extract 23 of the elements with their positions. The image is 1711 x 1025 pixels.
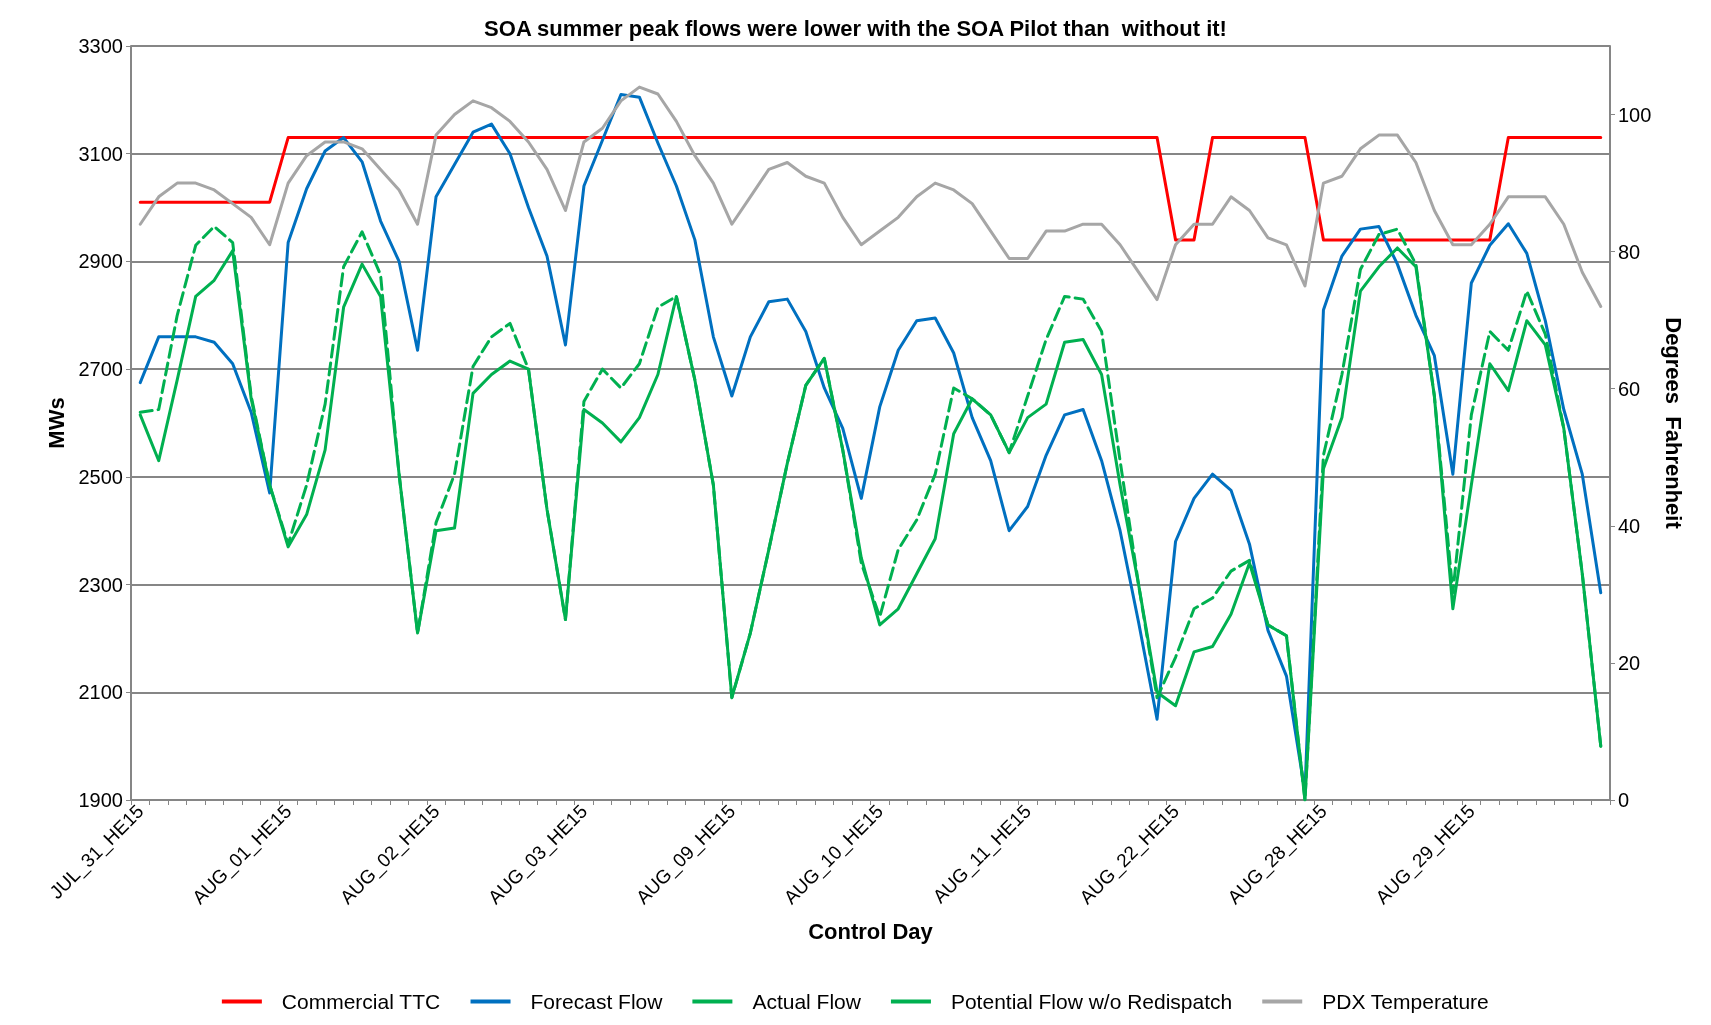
y-axis-title: MWs (44, 397, 70, 449)
y2-tick-label: 0 (1618, 789, 1630, 811)
y-tick-label: 2500 (78, 465, 123, 488)
legend-label: PDX Temperature (1322, 990, 1489, 1013)
y2-tick-label: 20 (1618, 651, 1641, 674)
line-series (138, 85, 1603, 308)
y2-tick-label: 40 (1618, 514, 1641, 537)
y-tick-label: 2300 (78, 573, 123, 596)
y2-tick-label: 80 (1618, 240, 1641, 263)
y-tick-label: 3100 (78, 142, 123, 165)
y-tick-label: 2100 (78, 681, 123, 704)
y2-axis-title: Degrees Fahrenheit (1660, 317, 1686, 530)
y2-tick-label: 100 (1618, 103, 1652, 126)
legend-label: Potential Flow w/o Redispatch (950, 990, 1233, 1013)
y2-tick-label: 60 (1618, 377, 1641, 400)
y-tick-label: 3300 (78, 35, 123, 57)
y-tick-label: 2900 (78, 250, 123, 273)
legend-label: Forecast Flow (530, 990, 664, 1013)
legend-label: Actual Flow (752, 990, 862, 1013)
y-tick-label: 2700 (78, 358, 123, 381)
legend-label: Commercial TTC (281, 990, 441, 1013)
x-axis-title: Control Day (808, 918, 934, 944)
chart-title: SOA summer peak flows were lower with the SOA Pilot than without it! (484, 15, 1227, 41)
